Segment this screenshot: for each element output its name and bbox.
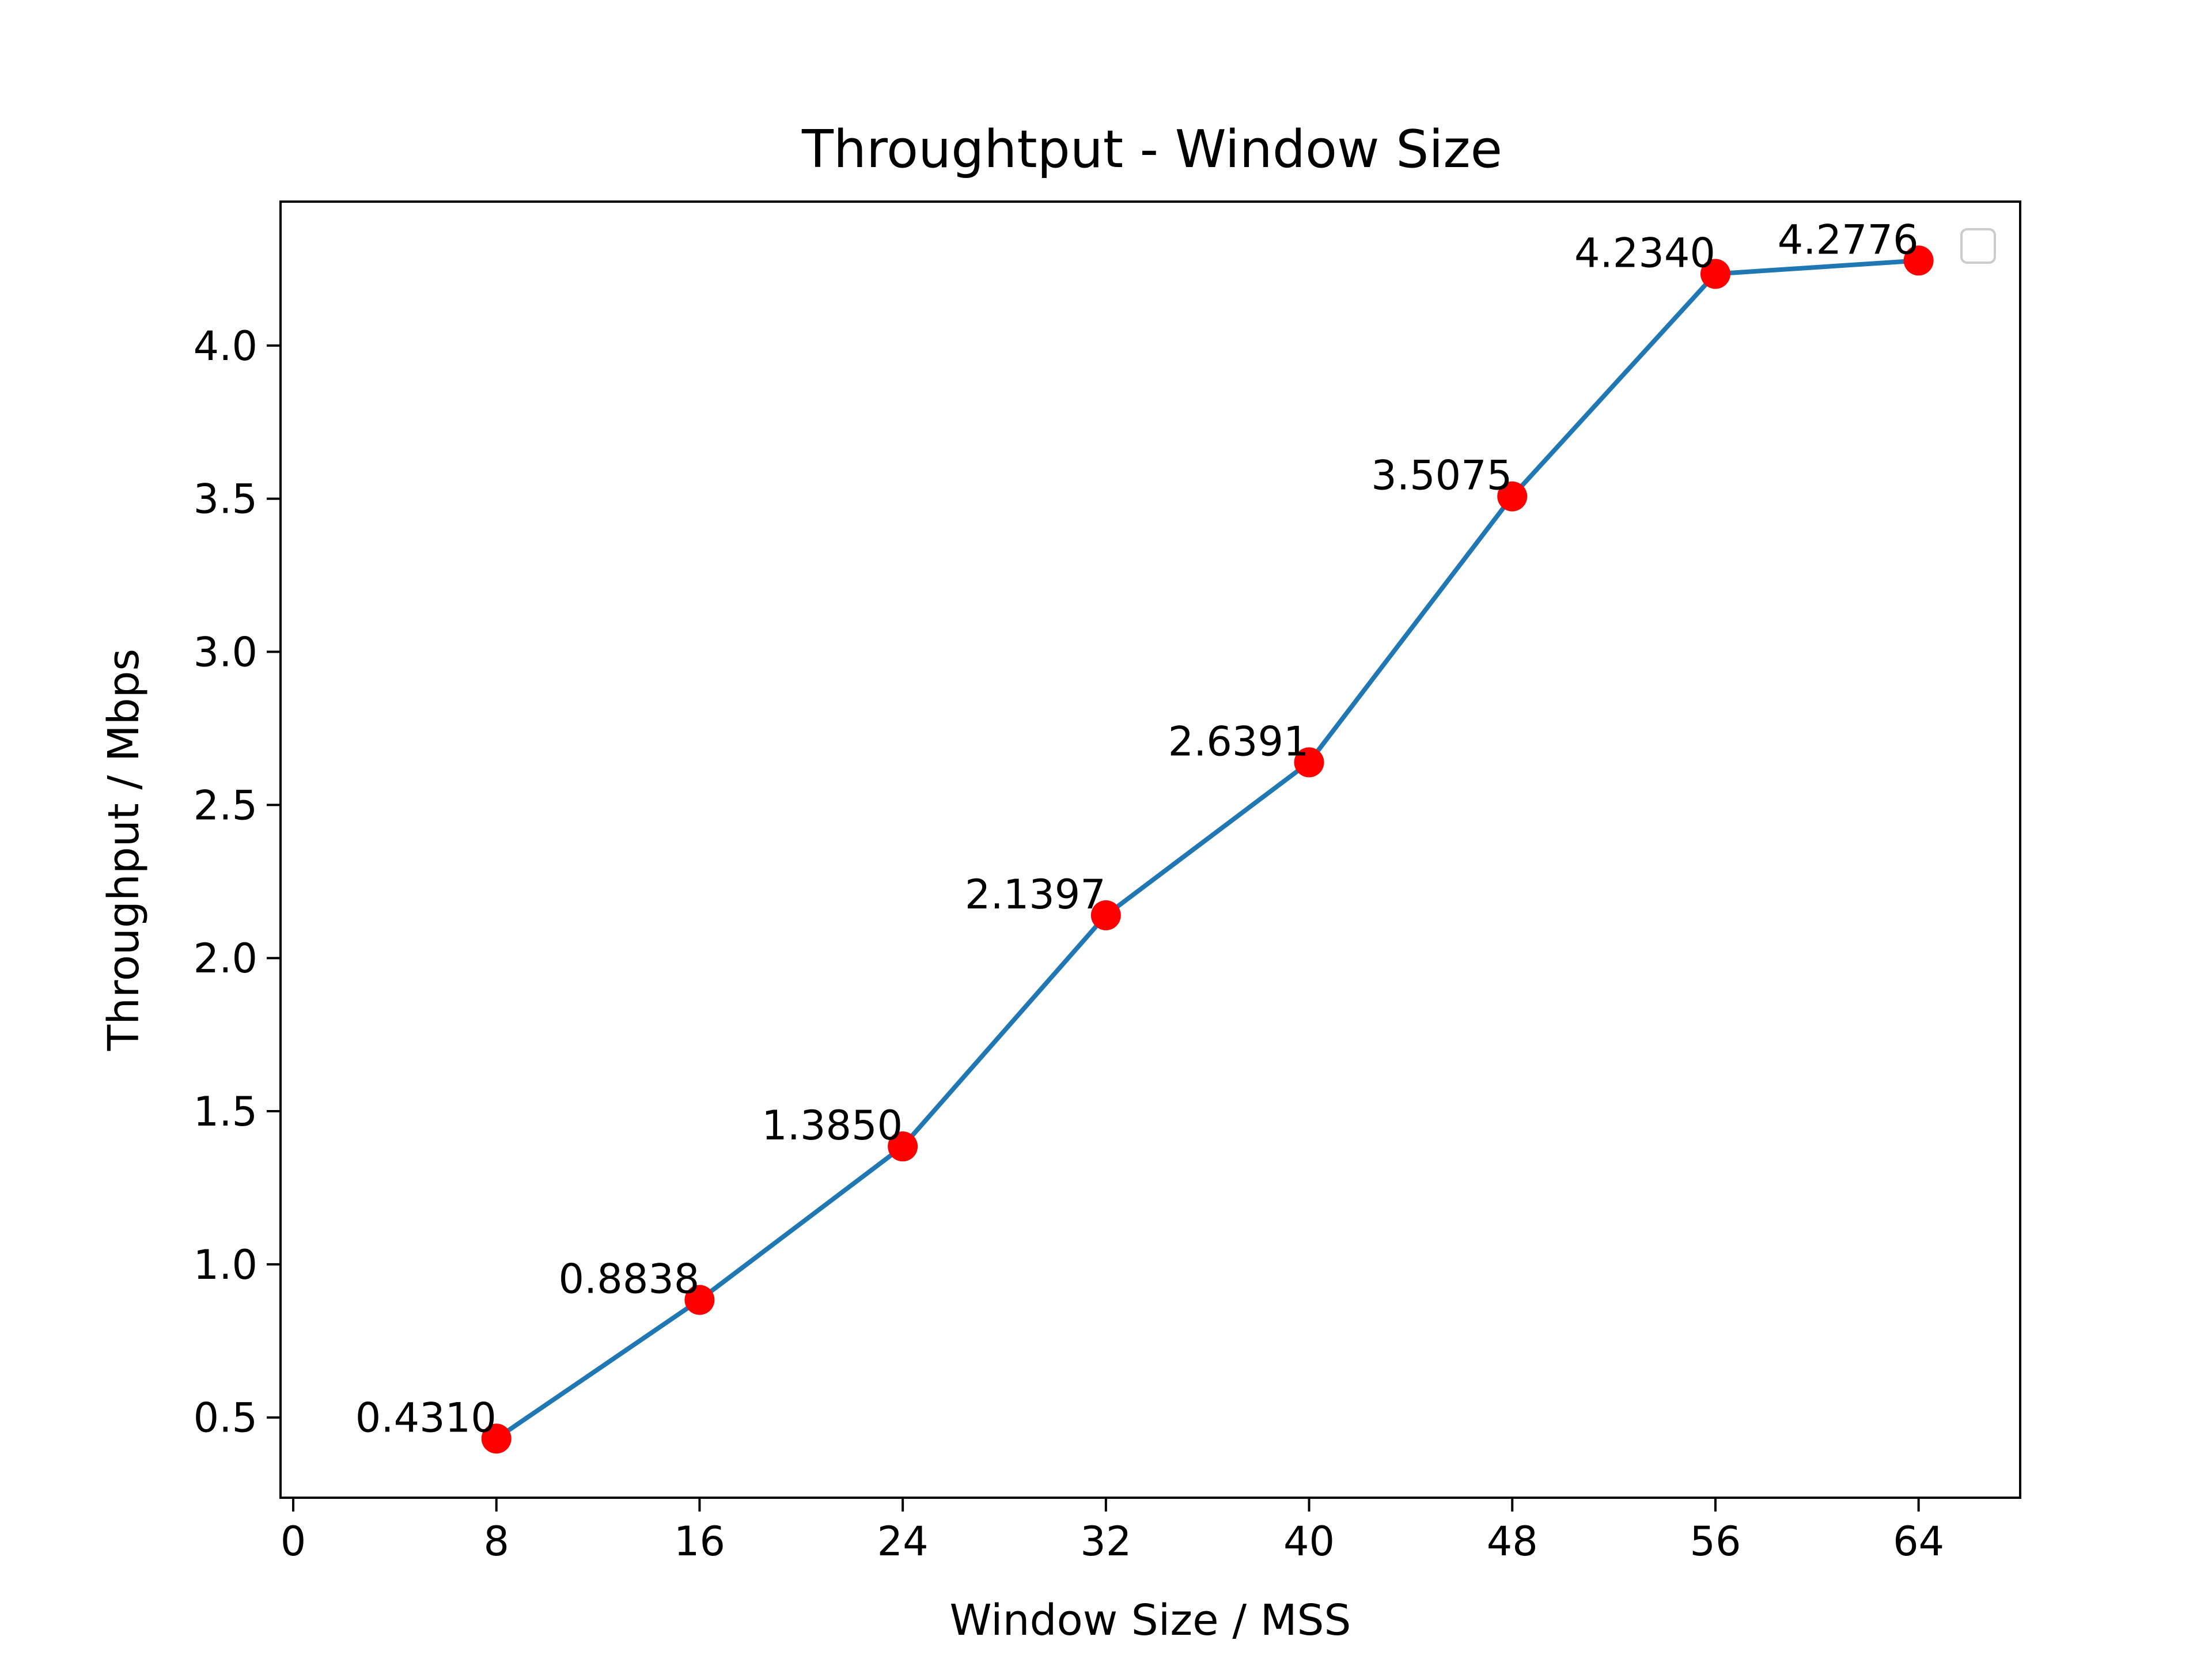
y-tick-label: 3.0 xyxy=(194,629,257,676)
x-tick-label: 64 xyxy=(1893,1518,1944,1565)
legend-box xyxy=(1960,228,1996,264)
data-point xyxy=(684,1285,715,1315)
y-axis-label: Throughput / Mbps xyxy=(99,649,149,1051)
data-labels: 0.4310 0.8838 1.3850 2.1397 2.6391 3.5075 4.23… xyxy=(355,216,1919,1441)
x-tick-label: 40 xyxy=(1283,1518,1335,1565)
plot-area-frame xyxy=(279,200,2021,1499)
data-point xyxy=(888,1131,918,1162)
y-tick-label: 1.5 xyxy=(194,1088,257,1135)
data-label: 4.2340 xyxy=(1574,229,1715,276)
data-point xyxy=(481,1423,512,1454)
data-label: 4.2776 xyxy=(1778,216,1919,263)
data-point xyxy=(1903,245,1934,276)
data-label: 1.3850 xyxy=(762,1102,903,1149)
data-label: 2.1397 xyxy=(965,871,1106,918)
data-point xyxy=(1497,481,1528,512)
data-point xyxy=(1090,900,1121,930)
y-tick-label: 1.0 xyxy=(194,1241,257,1289)
series-line xyxy=(495,258,1919,1441)
x-axis-label: Window Size / MSS xyxy=(950,1596,1351,1645)
x-tick-label: 24 xyxy=(877,1518,929,1565)
y-axis-ticks: 0.5 1.0 1.5 2.0 2.5 3.0 3.5 4.0 xyxy=(194,323,281,1442)
x-tick-label: 16 xyxy=(674,1518,725,1565)
y-tick-label: 0.5 xyxy=(194,1395,257,1442)
data-label: 2.6391 xyxy=(1168,718,1309,765)
x-tick-label: 0 xyxy=(281,1518,306,1565)
data-point xyxy=(1700,259,1730,289)
y-tick-label: 2.5 xyxy=(194,782,257,829)
chart-title: Throughtput - Window Size xyxy=(801,119,1502,180)
x-tick-label: 56 xyxy=(1690,1518,1741,1565)
x-tick-label: 48 xyxy=(1487,1518,1538,1565)
data-label: 0.4310 xyxy=(355,1394,497,1441)
series-markers xyxy=(481,245,1934,1454)
y-tick-label: 3.5 xyxy=(194,476,257,523)
y-tick-label: 2.0 xyxy=(194,935,257,982)
data-label: 3.5075 xyxy=(1371,452,1512,499)
data-point xyxy=(1294,747,1324,778)
x-tick-label: 8 xyxy=(483,1518,509,1565)
x-tick-label: 32 xyxy=(1080,1518,1131,1565)
data-label: 0.8838 xyxy=(559,1256,700,1303)
y-tick-label: 4.0 xyxy=(194,323,257,370)
x-axis-ticks: 0 8 16 24 32 40 48 56 64 xyxy=(281,1498,1944,1565)
